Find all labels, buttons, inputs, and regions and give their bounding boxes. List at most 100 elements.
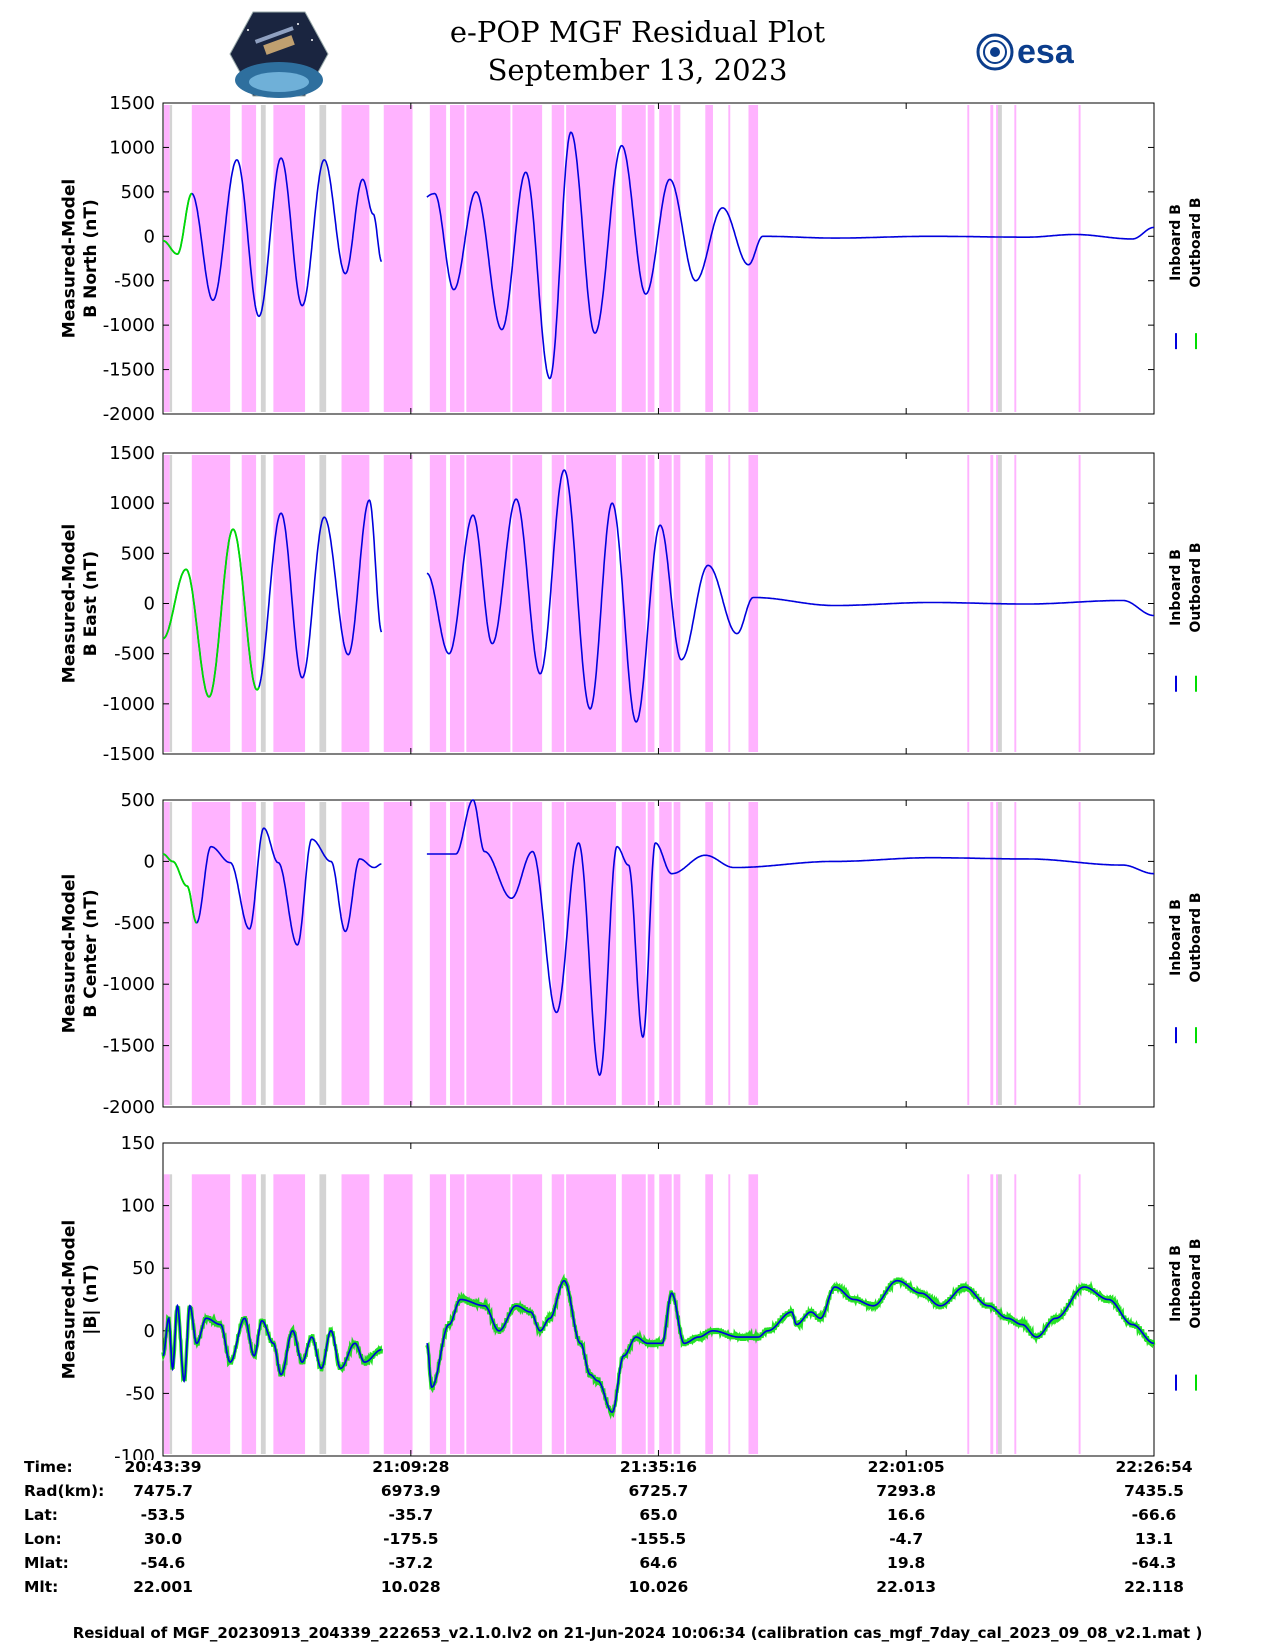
y-axis-label-line2: B East (nT) xyxy=(81,551,101,656)
y-tick-label: -1000 xyxy=(103,315,155,336)
highlight-band xyxy=(647,1174,655,1454)
highlight-band xyxy=(191,455,231,752)
highlight-band xyxy=(1014,105,1017,412)
ephemeris-label: Lon: xyxy=(24,1530,62,1548)
y-tick-label: 0 xyxy=(144,226,155,247)
gray-band xyxy=(169,105,173,412)
highlight-band xyxy=(341,802,370,1105)
highlight-band xyxy=(990,105,994,412)
series-outboard-line xyxy=(162,192,193,256)
esa-logo-text: esa xyxy=(1017,33,1074,71)
gray-band xyxy=(319,455,327,752)
highlight-band xyxy=(748,1174,759,1454)
y-tick-label: -1000 xyxy=(103,694,155,715)
highlight-band xyxy=(551,802,565,1105)
series-outboard-line xyxy=(162,853,197,924)
highlight-band xyxy=(449,105,465,412)
ephemeris-label: Lat: xyxy=(24,1506,58,1524)
y-axis-label-line2: B Center (nT) xyxy=(81,889,101,1017)
gray-band xyxy=(319,105,327,412)
y-tick-label: -1000 xyxy=(103,974,155,995)
highlight-band xyxy=(705,802,713,1105)
y-tick-label: -1500 xyxy=(103,744,155,765)
highlight-band xyxy=(241,802,257,1105)
y-tick-label: 100 xyxy=(121,1196,155,1217)
highlight-band xyxy=(621,455,646,752)
y-axis-label-line2: B North (nT) xyxy=(81,199,101,318)
y-tick-label: 50 xyxy=(132,1258,155,1279)
highlight-band xyxy=(429,455,447,752)
highlight-band xyxy=(163,802,170,1105)
highlight-band xyxy=(566,455,617,752)
ephemeris-row: Time: 20:43:39 21:09:28 21:35:16 22:01:05 22:… xyxy=(0,1458,1275,1482)
highlight-band xyxy=(429,802,447,1105)
y-tick-label: -50 xyxy=(126,1383,155,1404)
legend-outboard-label: Outboard B xyxy=(1188,892,1204,982)
ephemeris-value: -54.6 xyxy=(140,1554,186,1572)
ephemeris-value: 65.0 xyxy=(639,1506,678,1524)
highlight-band xyxy=(241,1174,257,1454)
ephemeris-value: 10.026 xyxy=(628,1578,689,1596)
ephemeris-value: 22.013 xyxy=(876,1578,937,1596)
highlight-band xyxy=(466,802,511,1105)
y-tick-label: -500 xyxy=(114,644,155,665)
ephemeris-value: 6725.7 xyxy=(628,1482,689,1500)
legend-outboard-label: Outboard B xyxy=(1188,1238,1204,1328)
highlight-band xyxy=(673,455,681,752)
gray-band xyxy=(260,105,266,412)
ephemeris-row: Lat: -53.5 -35.7 65.0 16.6 -66.6 xyxy=(0,1506,1275,1530)
legend-outboard-label: Outboard B xyxy=(1188,197,1204,287)
ephemeris-label: Rad(km): xyxy=(24,1482,105,1500)
ephemeris-value: 64.6 xyxy=(639,1554,678,1572)
highlight-band xyxy=(466,455,511,752)
y-tick-label: -100 xyxy=(114,1446,155,1460)
highlight-band xyxy=(621,105,646,412)
y-axis-label-line1: Measured-Model xyxy=(60,1220,80,1379)
gray-band xyxy=(169,802,173,1105)
ephemeris-value: 19.8 xyxy=(887,1554,926,1572)
y-tick-label: 150 xyxy=(121,1133,155,1154)
series-inboard-line xyxy=(162,131,1154,380)
highlight-band xyxy=(449,455,465,752)
panel-1: 1500 1000 500 0 -500 -1000 -1500 -2000 Measured-… xyxy=(60,93,1204,425)
gray-band xyxy=(169,455,173,752)
legend-inboard-label: Inboard B xyxy=(1168,1245,1184,1322)
y-tick-label: 0 xyxy=(144,594,155,615)
ephemeris-row: Mlt: 22.001 10.028 10.026 22.013 22.118 xyxy=(0,1578,1275,1602)
gray-band xyxy=(998,802,1002,1105)
y-axis-label-line1: Measured-Model xyxy=(60,524,80,683)
y-tick-label: 0 xyxy=(144,851,155,872)
ephemeris-row: Mlat: -54.6 -37.2 64.6 19.8 -64.3 xyxy=(0,1554,1275,1578)
plot-date: September 13, 2023 xyxy=(487,53,788,87)
y-tick-label: 1000 xyxy=(109,493,155,514)
series-inboard-line xyxy=(162,469,1154,723)
highlight-band xyxy=(341,105,370,412)
ephemeris-value: -53.5 xyxy=(140,1506,186,1524)
highlight-band xyxy=(659,455,672,752)
highlight-band xyxy=(191,105,231,412)
highlight-band xyxy=(728,105,731,412)
y-tick-label: -500 xyxy=(114,271,155,292)
legend-inboard-label: Inboard B xyxy=(1168,899,1184,976)
highlight-band xyxy=(383,105,413,412)
ephemeris-value: -66.6 xyxy=(1131,1506,1177,1524)
highlight-band xyxy=(512,105,543,412)
ephemeris-value: 22:01:05 xyxy=(867,1458,945,1476)
ephemeris-value: 22.118 xyxy=(1124,1578,1184,1596)
highlight-band xyxy=(621,1174,646,1454)
highlight-band xyxy=(341,1174,370,1454)
esa-logo: esa xyxy=(975,30,1095,74)
highlight-band xyxy=(551,105,565,412)
highlight-band xyxy=(1078,105,1081,412)
highlight-band xyxy=(996,802,999,1105)
series-inboard-line xyxy=(162,1279,1154,1414)
ephemeris-value: 21:35:16 xyxy=(619,1458,697,1476)
y-tick-label: -2000 xyxy=(103,1097,155,1118)
y-tick-label: -500 xyxy=(114,913,155,934)
highlight-band xyxy=(163,105,170,412)
highlight-band xyxy=(383,802,413,1105)
ephemeris-value: 13.1 xyxy=(1134,1530,1174,1548)
highlight-band xyxy=(673,105,681,412)
highlight-band xyxy=(383,455,413,752)
y-tick-label: 500 xyxy=(121,790,155,811)
